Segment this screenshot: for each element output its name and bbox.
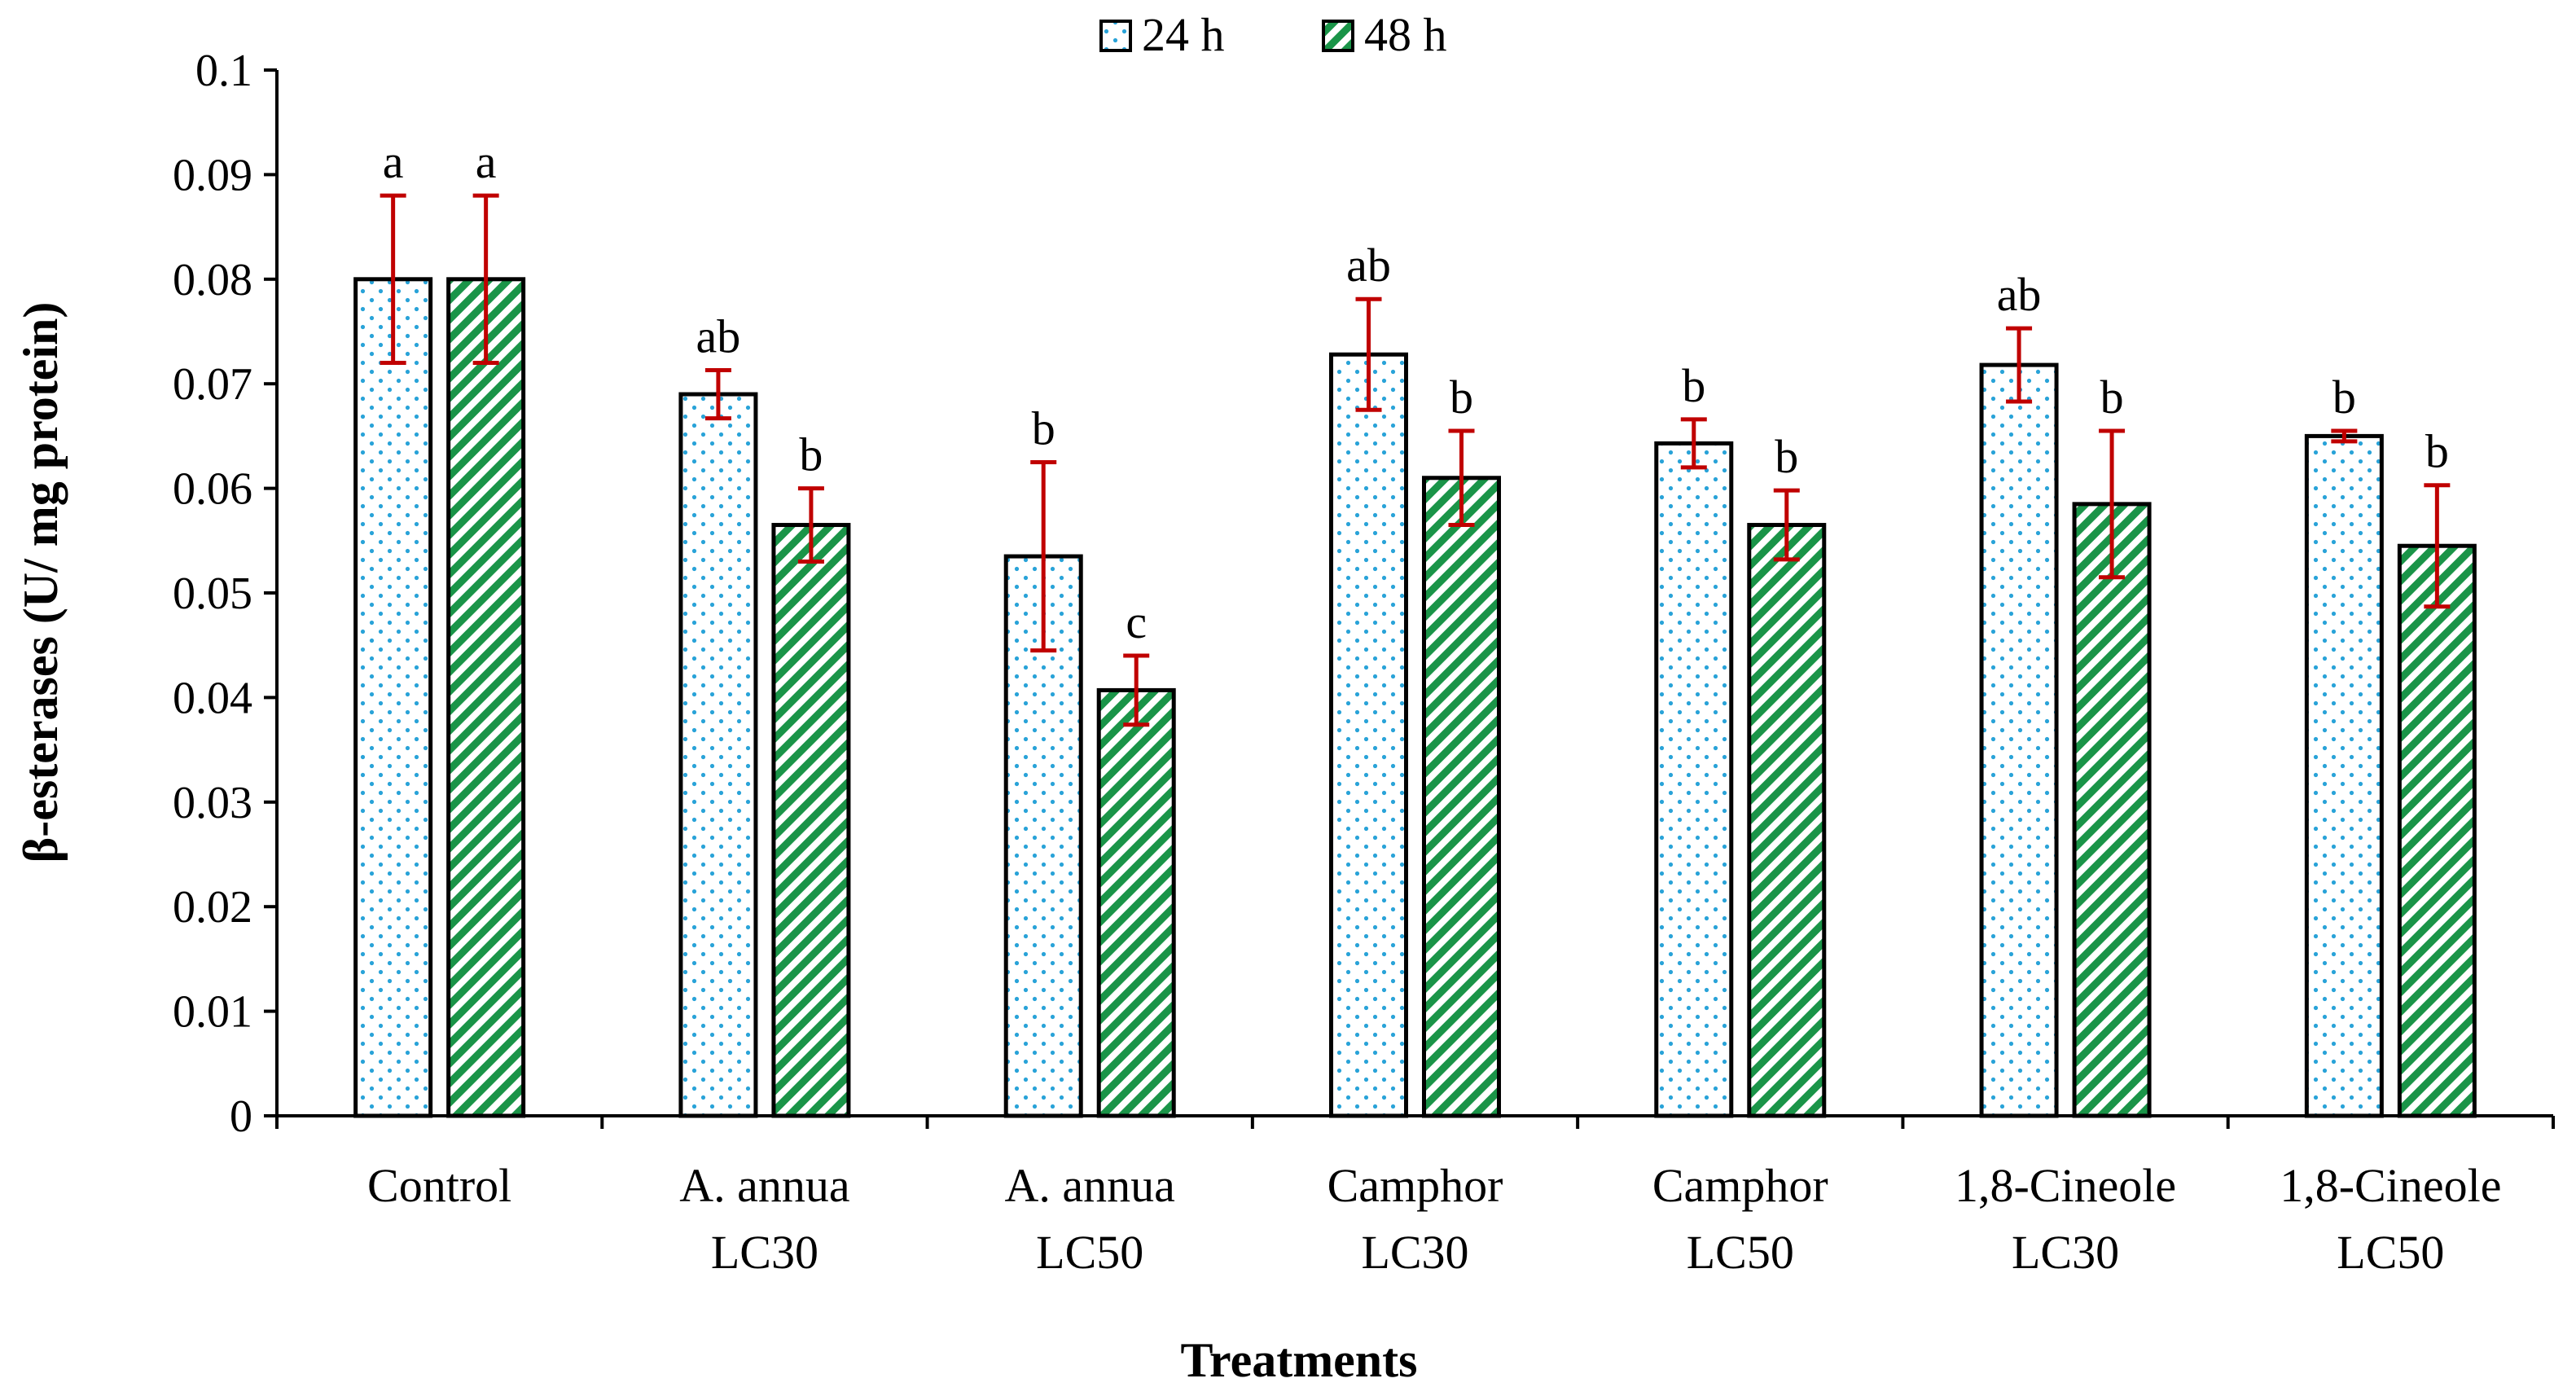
y-tick-label: 0.08 <box>173 255 252 305</box>
bar <box>2304 433 2384 1118</box>
significance-letter: b <box>1682 359 1705 412</box>
legend-swatch <box>1322 20 1354 52</box>
y-tick-label: 0.05 <box>173 568 252 619</box>
bar <box>1422 476 1501 1118</box>
y-tick-label: 0.07 <box>173 359 252 410</box>
significance-letter: b <box>2425 425 2449 478</box>
y-tick-label: 0.06 <box>173 464 252 515</box>
y-tick-label: 0.01 <box>173 987 252 1038</box>
significance-letter: ab <box>1997 268 2042 321</box>
bar <box>1654 441 1734 1118</box>
x-tick-label: 1,8-Cineole <box>1955 1159 2176 1212</box>
error-bars <box>380 193 2451 727</box>
y-tick-label: 0.04 <box>173 673 252 723</box>
legend-label: 48 h <box>1364 8 1447 61</box>
significance-letter: ab <box>696 310 741 363</box>
x-tick-label: A. annua <box>1005 1159 1175 1212</box>
y-axis-title: β-esterases (U/ mg protein) <box>14 302 68 863</box>
y-tick-label: 0.02 <box>173 882 252 933</box>
y-tick-label: 0.1 <box>195 46 252 96</box>
legend: 24 h 48 h <box>1099 8 1447 61</box>
significance-letter: b <box>1775 430 1798 483</box>
significance-letter: b <box>1032 402 1055 455</box>
x-tick-label: A. annua <box>679 1159 849 1212</box>
bar <box>1096 687 1176 1118</box>
bar <box>1979 362 2059 1118</box>
axes: 0 0.01 0.02 0.03 0.04 0.05 0.06 0.07 0.08 0.09 0.1… <box>173 46 2555 1279</box>
significance-letter: b <box>799 428 823 481</box>
x-tick-label: LC30 <box>2012 1226 2119 1279</box>
significance-letter: b <box>2100 371 2124 424</box>
bar <box>1747 523 1827 1118</box>
x-tick-label: Camphor <box>1327 1159 1503 1212</box>
bars <box>353 277 2477 1118</box>
bar <box>771 523 851 1118</box>
bar <box>2072 502 2152 1118</box>
bar <box>1329 352 1408 1118</box>
significance-letter: c <box>1126 595 1147 648</box>
significance-letter: a <box>476 135 497 188</box>
x-tick-label: Camphor <box>1652 1159 1828 1212</box>
significance-letter: a <box>383 135 404 188</box>
x-tick-label: 1,8-Cineole <box>2280 1159 2501 1212</box>
significance-letter: b <box>1450 371 1473 424</box>
y-tick-label: 0 <box>230 1091 252 1142</box>
bar <box>446 277 526 1118</box>
significance-letter: ab <box>1346 239 1391 292</box>
x-tick-label: Control <box>367 1159 511 1212</box>
x-tick-label: LC50 <box>2337 1226 2444 1279</box>
x-tick-label: LC50 <box>1687 1226 1794 1279</box>
significance-letter: b <box>2332 371 2356 424</box>
x-axis-title: Treatments <box>1180 1333 1417 1387</box>
bar <box>2397 543 2477 1118</box>
bar <box>678 392 758 1118</box>
legend-swatch <box>1099 20 1132 52</box>
bar <box>353 277 433 1118</box>
y-tick-label: 0.03 <box>173 778 252 828</box>
x-tick-label: LC30 <box>711 1226 818 1279</box>
x-tick-label: LC50 <box>1036 1226 1143 1279</box>
legend-label: 24 h <box>1142 8 1225 61</box>
x-tick-label: LC30 <box>1361 1226 1468 1279</box>
y-tick-label: 0.09 <box>173 150 252 200</box>
